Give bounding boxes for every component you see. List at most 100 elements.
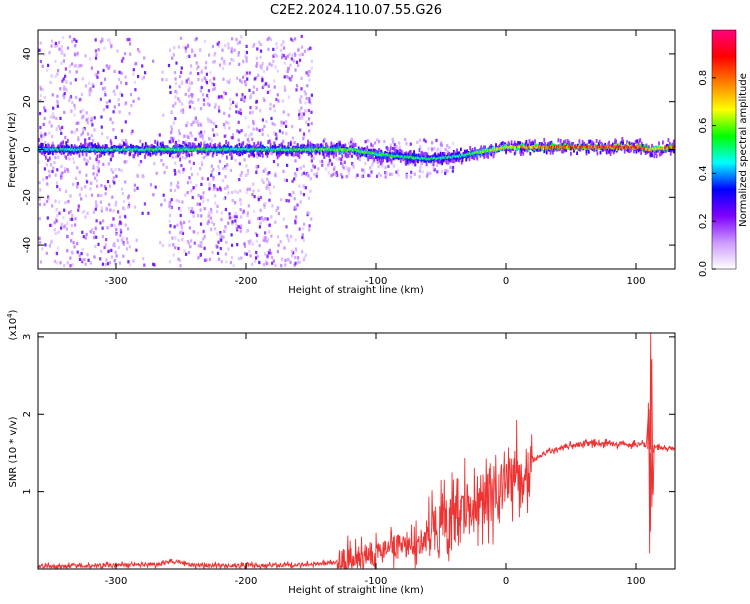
- speckle-mark: [76, 166, 79, 170]
- speckle-mark: [58, 200, 61, 204]
- speckle-mark: [113, 69, 116, 73]
- speckle-mark: [48, 131, 51, 135]
- ridge-mark: [596, 151, 599, 156]
- speckle-mark: [266, 254, 269, 258]
- speckle-mark: [204, 40, 207, 44]
- speckle-mark: [198, 131, 201, 136]
- speckle-mark: [247, 204, 250, 208]
- speckle-mark: [176, 223, 179, 227]
- ridge-mark: [62, 140, 64, 145]
- speckle-mark: [272, 59, 275, 63]
- speckle-mark: [238, 40, 241, 44]
- speckle-mark: [404, 137, 407, 142]
- speckle-mark: [272, 47, 275, 51]
- ridge-mark: [275, 151, 278, 156]
- speckle-mark: [248, 154, 251, 158]
- speckle-mark: [280, 48, 283, 53]
- speckle-mark: [229, 261, 232, 265]
- ridge-mark: [64, 145, 67, 149]
- speckle-mark: [97, 70, 100, 74]
- speckle-mark: [440, 141, 443, 145]
- speckle-mark: [79, 110, 82, 114]
- speckle-mark: [239, 189, 242, 193]
- speckle-mark: [217, 95, 221, 99]
- speckle-mark: [55, 252, 58, 256]
- ridge-mark: [112, 153, 114, 158]
- speckle-mark: [308, 97, 311, 101]
- speckle-mark: [286, 54, 289, 58]
- speckle-mark: [89, 187, 92, 191]
- speckle-mark: [290, 57, 293, 61]
- speckle-mark: [220, 211, 223, 215]
- speckle-mark: [95, 235, 98, 239]
- speckle-mark: [364, 140, 367, 144]
- ridge-mark: [268, 139, 271, 144]
- speckle-mark: [308, 211, 311, 215]
- speckle-mark: [227, 80, 230, 84]
- ridge-mark: [123, 142, 126, 147]
- speckle-mark: [221, 48, 224, 52]
- speckle-mark: [238, 178, 241, 182]
- speckle-mark: [87, 258, 90, 262]
- speckle-mark: [389, 143, 393, 147]
- speckle-mark: [278, 143, 281, 147]
- speckle-mark: [124, 180, 127, 184]
- speckle-mark: [99, 200, 102, 204]
- speckle-mark: [97, 242, 100, 246]
- speckle-mark: [125, 81, 128, 86]
- speckle-mark: [273, 85, 276, 89]
- speckle-mark: [302, 134, 306, 138]
- speckle-mark: [325, 167, 328, 171]
- speckle-mark: [183, 249, 186, 253]
- speckle-mark: [205, 81, 209, 85]
- speckle-mark: [155, 171, 158, 175]
- speckle-mark: [120, 238, 123, 242]
- ridge-mark: [291, 151, 294, 156]
- speckle-mark: [248, 88, 251, 92]
- speckle-mark: [88, 93, 91, 97]
- ridge-mark: [45, 155, 47, 160]
- speckle-mark: [265, 260, 268, 264]
- speckle-mark: [105, 238, 108, 242]
- speckle-mark: [351, 163, 355, 167]
- speckle-mark: [268, 251, 271, 255]
- speckle-mark: [90, 120, 93, 124]
- speckle-mark: [391, 147, 395, 151]
- speckle-mark: [243, 252, 247, 256]
- ridge-mark: [223, 144, 226, 148]
- ridge-mark: [60, 151, 63, 155]
- speckle-mark: [327, 163, 330, 167]
- speckle-mark: [391, 172, 394, 176]
- speckle-mark: [58, 41, 61, 45]
- ridge-mark: [425, 162, 428, 167]
- speckle-mark: [206, 93, 209, 98]
- ridge-mark: [357, 146, 360, 150]
- ridge-mark: [455, 158, 458, 162]
- speckle-mark: [306, 213, 309, 217]
- speckle-mark: [190, 81, 193, 85]
- ridge-mark: [338, 150, 341, 155]
- ridge-mark: [565, 147, 568, 152]
- speckle-mark: [61, 171, 64, 175]
- speckle-mark: [84, 236, 87, 240]
- speckle-mark: [173, 225, 176, 229]
- speckle-mark: [110, 255, 113, 259]
- speckle-mark: [293, 205, 296, 209]
- speckle-mark: [113, 224, 116, 228]
- speckle-mark: [108, 64, 111, 69]
- ridge-mark: [148, 151, 150, 156]
- speckle-mark: [143, 263, 146, 267]
- speckle-mark: [286, 234, 289, 238]
- speckle-mark: [298, 58, 302, 62]
- speckle-mark: [228, 126, 231, 130]
- speckle-mark: [345, 175, 348, 179]
- ridge-mark: [209, 142, 212, 147]
- speckle-mark: [358, 158, 361, 162]
- speckle-mark: [71, 213, 74, 218]
- speckle-mark: [87, 160, 90, 164]
- speckle-mark: [310, 93, 313, 97]
- speckle-mark: [298, 260, 301, 264]
- speckle-mark: [126, 240, 129, 245]
- speckle-mark: [205, 79, 208, 83]
- speckle-mark: [255, 87, 259, 91]
